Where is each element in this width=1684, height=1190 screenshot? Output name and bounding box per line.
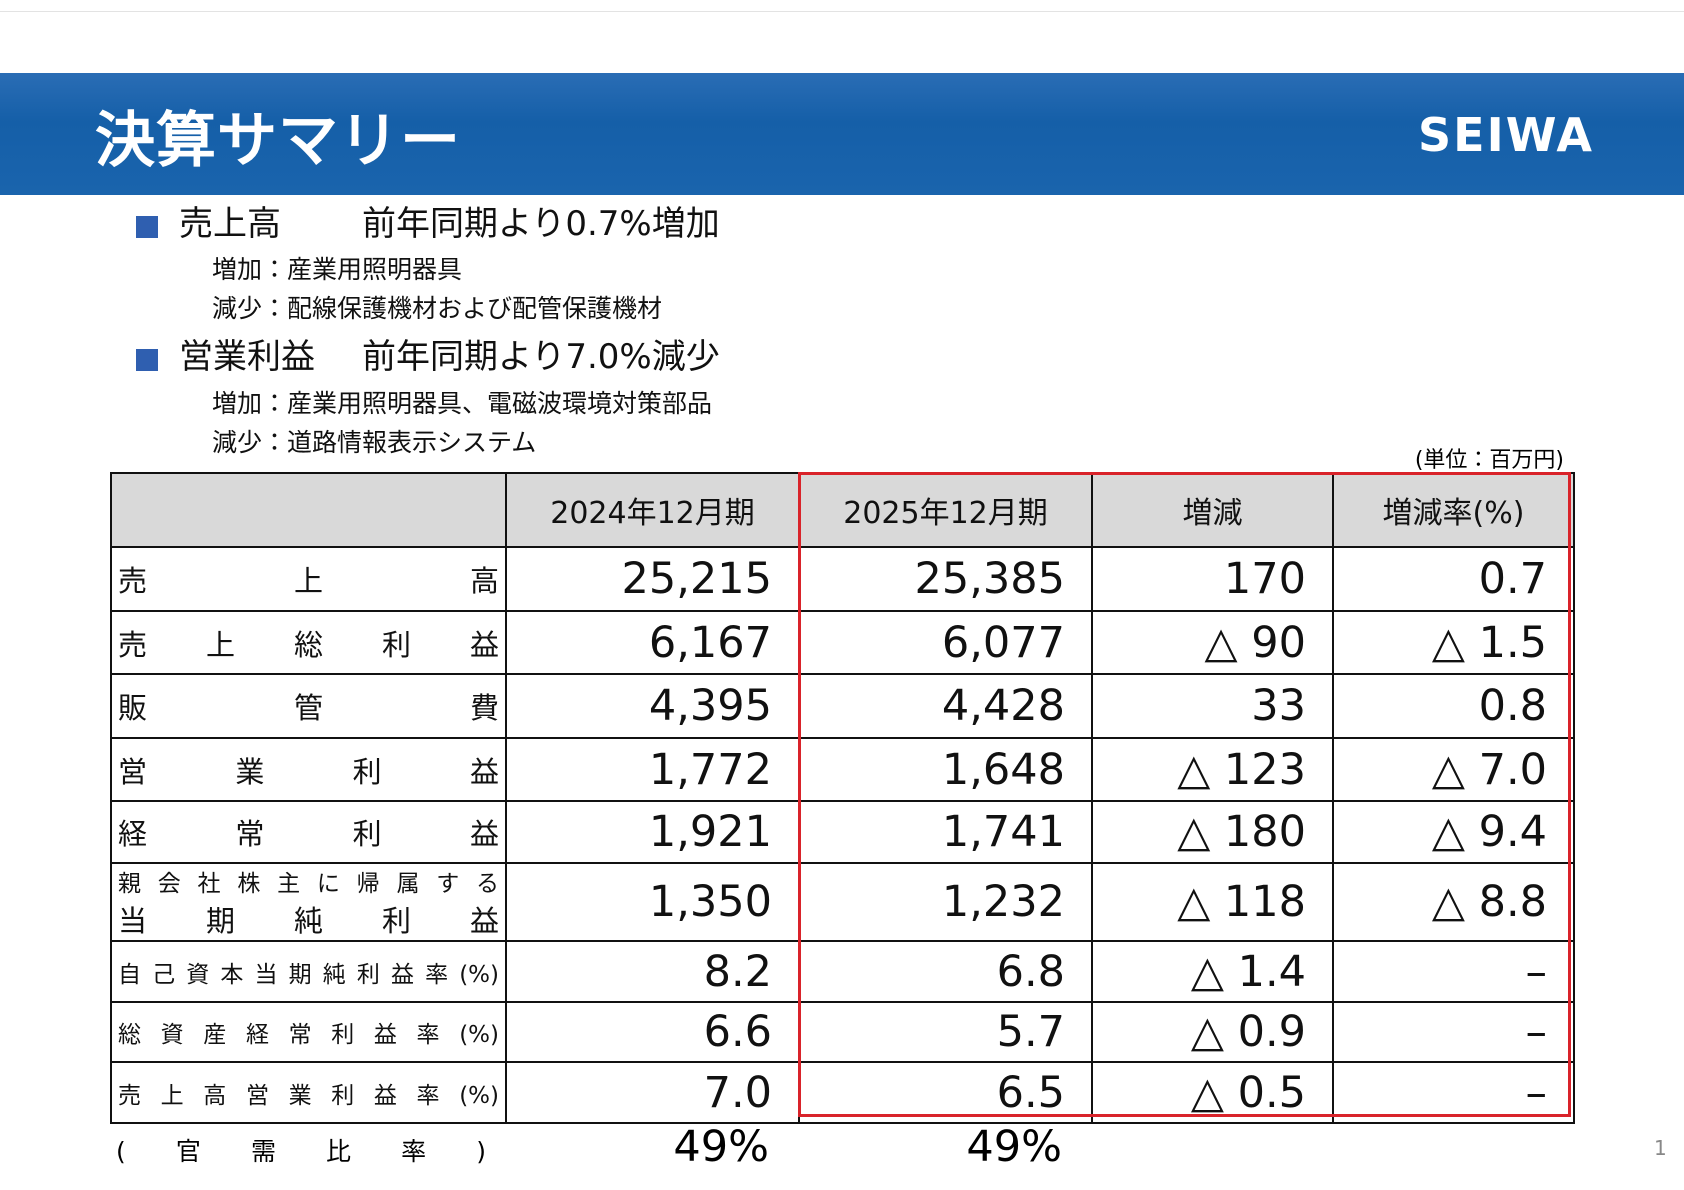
data-row: 売上高 25,215 25,385 170 0.7 bbox=[110, 546, 1575, 612]
row-label: 売上高営業利益率(%) bbox=[118, 1082, 499, 1109]
row-label: 売上高 bbox=[118, 564, 499, 598]
value-cell: 25,215 bbox=[505, 546, 800, 612]
value-cell: △ 1.4 bbox=[1091, 940, 1334, 1003]
value-cell: 0.8 bbox=[1332, 673, 1575, 739]
value-cell: △ 123 bbox=[1091, 737, 1334, 802]
row-label-cell: 経常利益 bbox=[110, 800, 507, 864]
row-label-cell: 売上総利益 bbox=[110, 610, 507, 675]
highlight-detail: 減少：配線保護機材および配管保護機材 bbox=[212, 294, 663, 323]
summary-table: 2024年12月期 2025年12月期 増減 増減率(%) 売上高 25,215 25,38… bbox=[110, 472, 1575, 1124]
row-label-cell: 親会社株主に帰属する当期純利益 bbox=[110, 862, 507, 942]
row-label-cell: 総資産経常利益率(%) bbox=[110, 1001, 507, 1063]
value-cell: △ 1.5 bbox=[1332, 610, 1575, 675]
data-row: 経常利益 1,921 1,741 △ 180 △ 9.4 bbox=[110, 800, 1575, 864]
header-cell: 2024年12月期 bbox=[505, 472, 800, 548]
value-cell: 33 bbox=[1091, 673, 1334, 739]
row-label: 販管費 bbox=[118, 691, 499, 725]
header-banner bbox=[0, 73, 1684, 195]
header-cell: 増減率(%) bbox=[1332, 472, 1575, 548]
page-title: 決算サマリー bbox=[95, 106, 461, 176]
value-cell: △ 9.4 bbox=[1332, 800, 1575, 864]
value-cell: 1,741 bbox=[798, 800, 1093, 864]
value-cell: △ 0.5 bbox=[1091, 1061, 1334, 1124]
value-cell: △ 0.9 bbox=[1091, 1001, 1334, 1063]
value-cell: – bbox=[1332, 940, 1575, 1003]
value-cell: △ 90 bbox=[1091, 610, 1334, 675]
row-label: 売上総利益 bbox=[118, 627, 499, 662]
highlight-heading: 営業利益 bbox=[179, 337, 315, 377]
highlight-summary: 前年同期より7.0%減少 bbox=[362, 337, 720, 377]
value-cell: △ 7.0 bbox=[1332, 737, 1575, 802]
row-label: 自己資本当期純利益率(%) bbox=[118, 961, 499, 988]
value-cell: 0.7 bbox=[1332, 546, 1575, 612]
footer-value: 49% bbox=[966, 1122, 1062, 1172]
highlight-detail: 増加：産業用照明器具、電磁波環境対策部品 bbox=[212, 389, 713, 418]
value-cell: – bbox=[1332, 1001, 1575, 1063]
value-cell: 1,772 bbox=[505, 737, 800, 802]
highlight-detail: 減少：道路情報表示システム bbox=[212, 428, 537, 457]
row-label: 当期純利益 bbox=[118, 904, 499, 938]
value-cell: 6.6 bbox=[505, 1001, 800, 1063]
data-row: 自己資本当期純利益率(%) 8.2 6.8 △ 1.4– bbox=[110, 940, 1575, 1003]
footer-value: 49% bbox=[673, 1122, 769, 1172]
row-label: 経常利益 bbox=[118, 817, 499, 851]
data-row: 親会社株主に帰属する当期純利益 1,350 1,232 △ 118 △ 8.8 bbox=[110, 862, 1575, 942]
data-row: 売上総利益 6,167 6,077 △ 90 △ 1.5 bbox=[110, 610, 1575, 675]
value-cell: △ 8.8 bbox=[1332, 862, 1575, 942]
highlight-heading: 売上高 bbox=[179, 204, 281, 244]
value-cell: 6.5 bbox=[798, 1061, 1093, 1124]
row-label-cell: 売上高 bbox=[110, 546, 507, 612]
bullet-square bbox=[136, 216, 158, 238]
value-cell: 170 bbox=[1091, 546, 1334, 612]
data-row: 売上高営業利益率(%) 7.0 6.5 △ 0.5– bbox=[110, 1061, 1575, 1124]
value-cell: 1,232 bbox=[798, 862, 1093, 942]
value-cell: 5.7 bbox=[798, 1001, 1093, 1063]
header-cell: 2025年12月期 bbox=[798, 472, 1093, 548]
row-label-cell: 売上高営業利益率(%) bbox=[110, 1061, 507, 1124]
highlight-frame bbox=[798, 472, 1571, 1117]
highlight-detail: 増加：産業用照明器具 bbox=[212, 255, 463, 284]
footer-label: (官需比率) bbox=[116, 1137, 486, 1166]
header-cell: 増減 bbox=[1091, 472, 1334, 548]
row-label: 親会社株主に帰属する bbox=[118, 871, 499, 897]
value-cell: 6.8 bbox=[798, 940, 1093, 1003]
value-cell: – bbox=[1332, 1061, 1575, 1124]
value-cell: 4,428 bbox=[798, 673, 1093, 739]
value-cell: 8.2 bbox=[505, 940, 800, 1003]
highlight-summary: 前年同期より0.7%増加 bbox=[362, 204, 720, 244]
row-label-cell: 販管費 bbox=[110, 673, 507, 739]
unit-note: (単位：百万円) bbox=[1414, 448, 1564, 473]
row-label-cell: 自己資本当期純利益率(%) bbox=[110, 940, 507, 1003]
data-row: 総資産経常利益率(%) 6.6 5.7 △ 0.9– bbox=[110, 1001, 1575, 1063]
value-cell: △ 118 bbox=[1091, 862, 1334, 942]
row-label-cell: 営業利益 bbox=[110, 737, 507, 802]
value-cell: 4,395 bbox=[505, 673, 800, 739]
row-label: 営業利益 bbox=[118, 754, 499, 789]
value-cell: 6,167 bbox=[505, 610, 800, 675]
value-cell: 1,921 bbox=[505, 800, 800, 864]
header-row: 2024年12月期 2025年12月期 増減 増減率(%) bbox=[110, 472, 1575, 548]
row-label: 総資産経常利益率(%) bbox=[118, 1022, 499, 1048]
company-logo: SEIWA bbox=[1418, 108, 1594, 162]
header-cell bbox=[110, 472, 507, 548]
page-number: 1 bbox=[1654, 1136, 1667, 1160]
bullet-square bbox=[136, 349, 158, 371]
value-cell: 7.0 bbox=[505, 1061, 800, 1124]
data-row: 販管費 4,395 4,428 33 0.8 bbox=[110, 673, 1575, 739]
value-cell: △ 180 bbox=[1091, 800, 1334, 864]
data-row: 営業利益 1,772 1,648 △ 123 △ 7.0 bbox=[110, 737, 1575, 802]
top-rule bbox=[0, 11, 1684, 12]
value-cell: 1,350 bbox=[505, 862, 800, 942]
